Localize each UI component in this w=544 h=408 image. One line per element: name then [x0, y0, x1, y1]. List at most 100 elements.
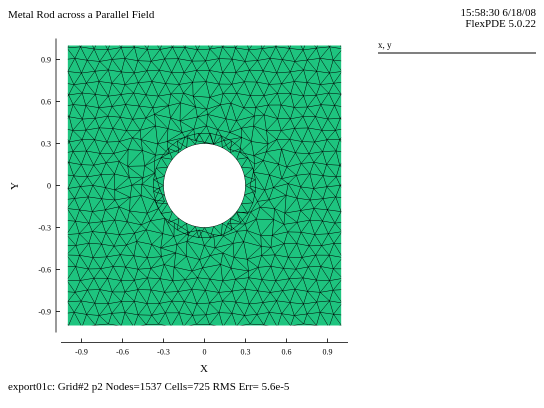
mesh-edge	[349, 174, 362, 175]
mesh-edge	[95, 118, 100, 128]
mesh-edge	[92, 185, 102, 199]
mesh-edge	[67, 323, 69, 326]
mesh-edge	[153, 175, 165, 180]
mesh-edge	[316, 71, 321, 85]
mesh-edge	[125, 92, 134, 105]
mesh-edge	[80, 289, 88, 302]
software: FlexPDE 5.0.22	[465, 18, 536, 30]
mesh-edge	[348, 108, 353, 117]
mesh-edge	[67, 188, 69, 190]
mesh-edge	[283, 231, 288, 244]
mesh-edge	[275, 46, 283, 60]
mesh-edge	[253, 151, 267, 156]
mesh-edge	[94, 139, 108, 143]
mesh-edge	[355, 233, 359, 246]
mesh-edge	[307, 95, 317, 108]
mesh-edge	[67, 186, 81, 189]
mesh-edge	[113, 234, 120, 247]
mesh-edge	[118, 206, 130, 212]
mesh-edge	[282, 290, 291, 303]
mesh-edge	[231, 47, 236, 60]
mesh-edge	[340, 210, 342, 212]
mesh-edge	[126, 244, 135, 256]
mesh-edge	[280, 104, 291, 119]
mesh-edge	[160, 244, 177, 249]
mesh-edge	[67, 174, 74, 177]
mesh-edge	[67, 300, 82, 303]
mesh-edge	[322, 198, 328, 210]
mesh-edge	[124, 301, 135, 313]
mesh-edge	[160, 148, 169, 158]
mesh-edge	[269, 174, 282, 179]
mesh-edge	[80, 268, 89, 281]
mesh-edge	[191, 277, 198, 290]
mesh-edge	[67, 209, 76, 222]
mesh	[63, 35, 362, 326]
mesh-edge	[121, 92, 134, 95]
mesh-edge	[67, 129, 73, 131]
mesh-edge	[69, 104, 74, 117]
mesh-edge	[147, 199, 155, 214]
mesh-edge	[320, 312, 334, 315]
mesh-edge	[74, 198, 80, 211]
mesh-edge	[147, 49, 152, 62]
mesh-edge	[154, 189, 161, 201]
mesh-edge	[81, 130, 87, 140]
mesh-edge	[313, 198, 324, 209]
timestamp: 15:58:30 6/18/08	[461, 7, 537, 19]
mesh-edge	[245, 35, 258, 36]
mesh-edge	[270, 243, 285, 248]
mesh-edge	[255, 107, 265, 116]
mesh-edge	[146, 323, 159, 325]
mesh-edge	[236, 223, 246, 232]
mesh-edge	[161, 157, 173, 160]
mesh-edge	[225, 103, 232, 119]
mesh-edge	[137, 303, 148, 316]
mesh-edge	[333, 82, 342, 84]
mesh-edge	[67, 198, 75, 200]
mesh-edge	[349, 163, 353, 175]
mesh-edge	[63, 255, 66, 267]
mesh-edge	[309, 208, 315, 221]
mesh-edge	[275, 278, 290, 282]
mesh-edge	[244, 60, 258, 62]
mesh-edge	[261, 246, 271, 248]
mesh-edge	[296, 243, 303, 258]
mesh-edge	[105, 209, 115, 221]
mesh-edge	[79, 243, 90, 256]
mesh-edge	[184, 315, 193, 326]
mesh-edge	[68, 162, 82, 165]
mesh-edge	[187, 234, 199, 238]
mesh-edge	[333, 314, 342, 326]
mesh-edge	[121, 71, 135, 74]
mesh-edge	[295, 152, 310, 155]
mesh-edge	[343, 269, 346, 278]
mesh-edge	[342, 303, 347, 316]
mesh-edge	[256, 219, 262, 236]
mesh-edge	[281, 71, 291, 84]
mesh-edge	[285, 183, 289, 196]
mesh-edge	[67, 94, 69, 97]
mesh-edge	[124, 58, 138, 61]
y-tick-label: -0.9	[38, 308, 51, 317]
mesh-edge	[214, 247, 223, 254]
mesh-edge	[249, 185, 265, 191]
mesh-edge	[290, 61, 296, 72]
mesh-edge	[233, 257, 249, 272]
mesh-edge	[282, 289, 296, 291]
mesh-edge	[114, 199, 120, 207]
mesh-edge	[250, 95, 257, 108]
mesh-edge	[158, 83, 166, 97]
mesh-edge	[147, 277, 152, 291]
mesh-edge	[334, 222, 342, 231]
mesh-edge	[243, 230, 248, 242]
mesh-edge	[170, 45, 173, 48]
mesh-edge	[139, 105, 153, 108]
mesh-edge	[262, 45, 266, 49]
mesh-edge	[119, 161, 128, 167]
mesh-edge	[241, 125, 254, 129]
mesh-edge	[67, 292, 76, 302]
mesh-edge	[132, 117, 146, 120]
mesh-edge	[272, 224, 285, 236]
mesh-edge	[86, 314, 96, 326]
